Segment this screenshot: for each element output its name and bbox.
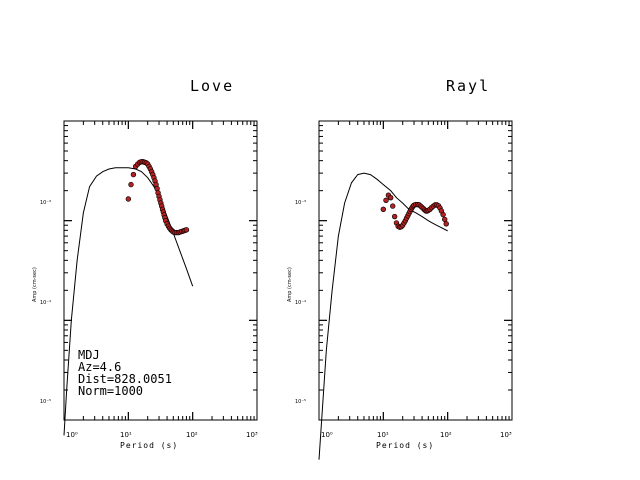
rayl-data-point [387, 195, 394, 201]
station-label: MDJ [78, 348, 100, 362]
rayl-plot-frame [318, 120, 513, 421]
rayl-title: Rayl [446, 77, 490, 95]
rayl-data-point [390, 203, 396, 209]
rayl-data-point [383, 197, 389, 204]
rayl-ytick-1e-5: 10⁻⁵ [295, 399, 306, 405]
rayl-xtick-10: 10¹ [377, 431, 389, 439]
rayl-ytick-1e-3: 10⁻³ [295, 200, 306, 206]
distance-label: Dist=828.0051 [78, 372, 172, 386]
rayl-data-point [442, 216, 448, 223]
love-xtick-10: 10¹ [120, 431, 132, 439]
rayl-data-point [380, 206, 387, 213]
love-annotation-block: MDJ Az=4.6 Dist=828.0051 Norm=1000 [78, 348, 172, 398]
love-data-point [154, 185, 160, 192]
love-observed-points [125, 159, 190, 236]
love-ylabel: Amp (cm-sec) [32, 267, 38, 302]
rayl-data-point [443, 221, 449, 227]
rayl-data-point [391, 213, 398, 220]
rayl-ylabel: Amp (cm-sec) [287, 267, 293, 302]
rayl-xtick-1000: 10³ [500, 431, 512, 439]
love-axis-ticks [63, 120, 258, 421]
rayl-model-curve [318, 172, 448, 460]
rayl-model-line [318, 172, 448, 460]
love-ytick-1e-5: 10⁻⁵ [40, 399, 51, 405]
norm-label: Norm=1000 [78, 384, 143, 398]
love-data-point [128, 181, 134, 188]
rayl-xtick-100: 10² [440, 431, 452, 439]
rayl-xtick-1: 10⁰ [321, 431, 333, 439]
love-data-point [130, 171, 137, 178]
azimuth-label: Az=4.6 [78, 360, 121, 374]
love-title: Love [190, 77, 234, 95]
love-data-point [183, 227, 190, 233]
love-plot-frame [63, 120, 258, 421]
love-xtick-100: 10² [186, 431, 198, 439]
love-data-point [125, 196, 132, 202]
rayl-data-point [440, 211, 446, 218]
rayl-observed-points [380, 192, 449, 230]
love-ytick-1e-3: 10⁻³ [40, 200, 51, 206]
rayl-axis-ticks [318, 120, 513, 421]
rayl-panel: Rayl 10⁰ 10¹ 10² 10³ 10⁻³ 10⁻⁴ 10⁻⁵ Peri… [287, 77, 513, 460]
love-xlabel: Period (s) [120, 441, 178, 450]
love-panel: Love 10⁰ 10¹ 10² 10³ 10⁻³ 10⁻⁴ 10⁻⁵ Peri… [32, 77, 258, 450]
love-xtick-1000: 10³ [246, 431, 258, 439]
rayl-xlabel: Period (s) [376, 441, 434, 450]
rayl-ytick-1e-4: 10⁻⁴ [295, 300, 306, 306]
love-xtick-1: 10⁰ [66, 431, 78, 439]
love-ytick-1e-4: 10⁻⁴ [40, 300, 51, 306]
